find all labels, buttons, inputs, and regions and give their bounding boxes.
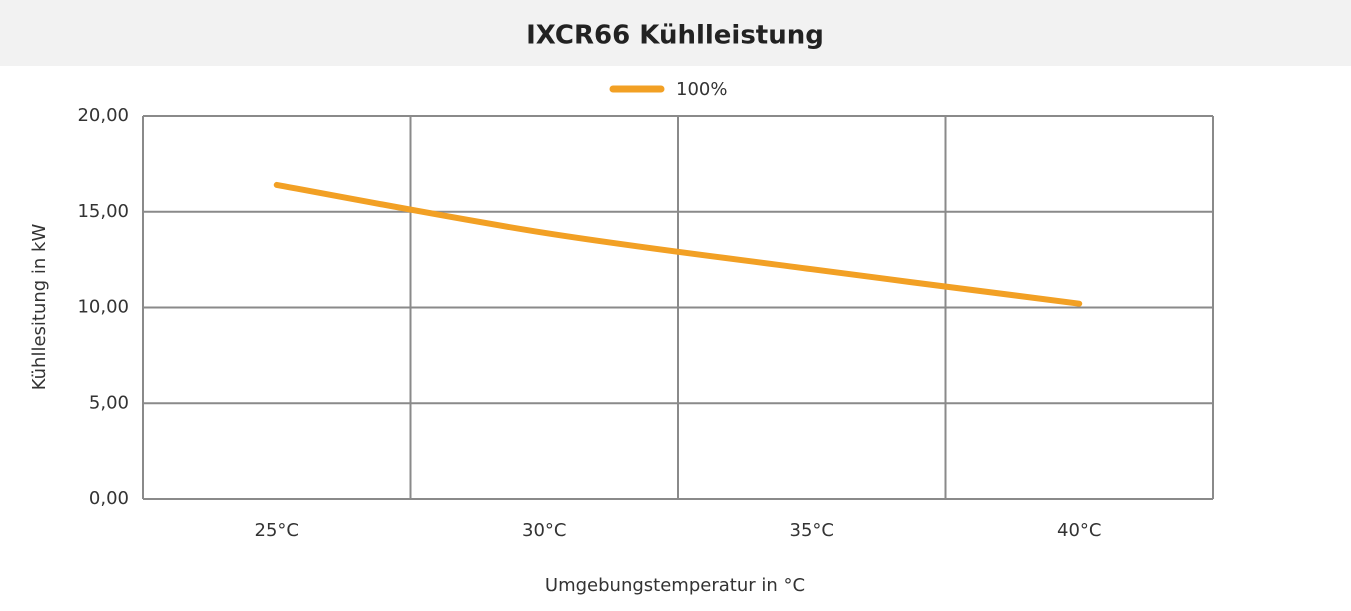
y-tick-label: 0,00 [89,488,129,509]
y-tick-label: 10,00 [77,297,129,318]
x-axis-title: Umgebungstemperatur in °C [545,575,805,596]
data-line [273,181,1083,307]
y-tick-label: 5,00 [89,392,129,413]
title-bar [0,0,1351,66]
y-axis-title: Kühllesitung in kW [29,224,50,391]
x-tick-label: 35°C [790,520,834,541]
x-tick-label: 40°C [1057,520,1101,541]
x-tick-label: 30°C [522,520,566,541]
y-tick-label: 15,00 [77,201,129,222]
legend-label: 100% [676,79,727,100]
y-tick-label: 20,00 [77,105,129,126]
chart-title: IXCR66 Kühlleistung [526,21,824,51]
x-tick-label: 25°C [255,520,299,541]
